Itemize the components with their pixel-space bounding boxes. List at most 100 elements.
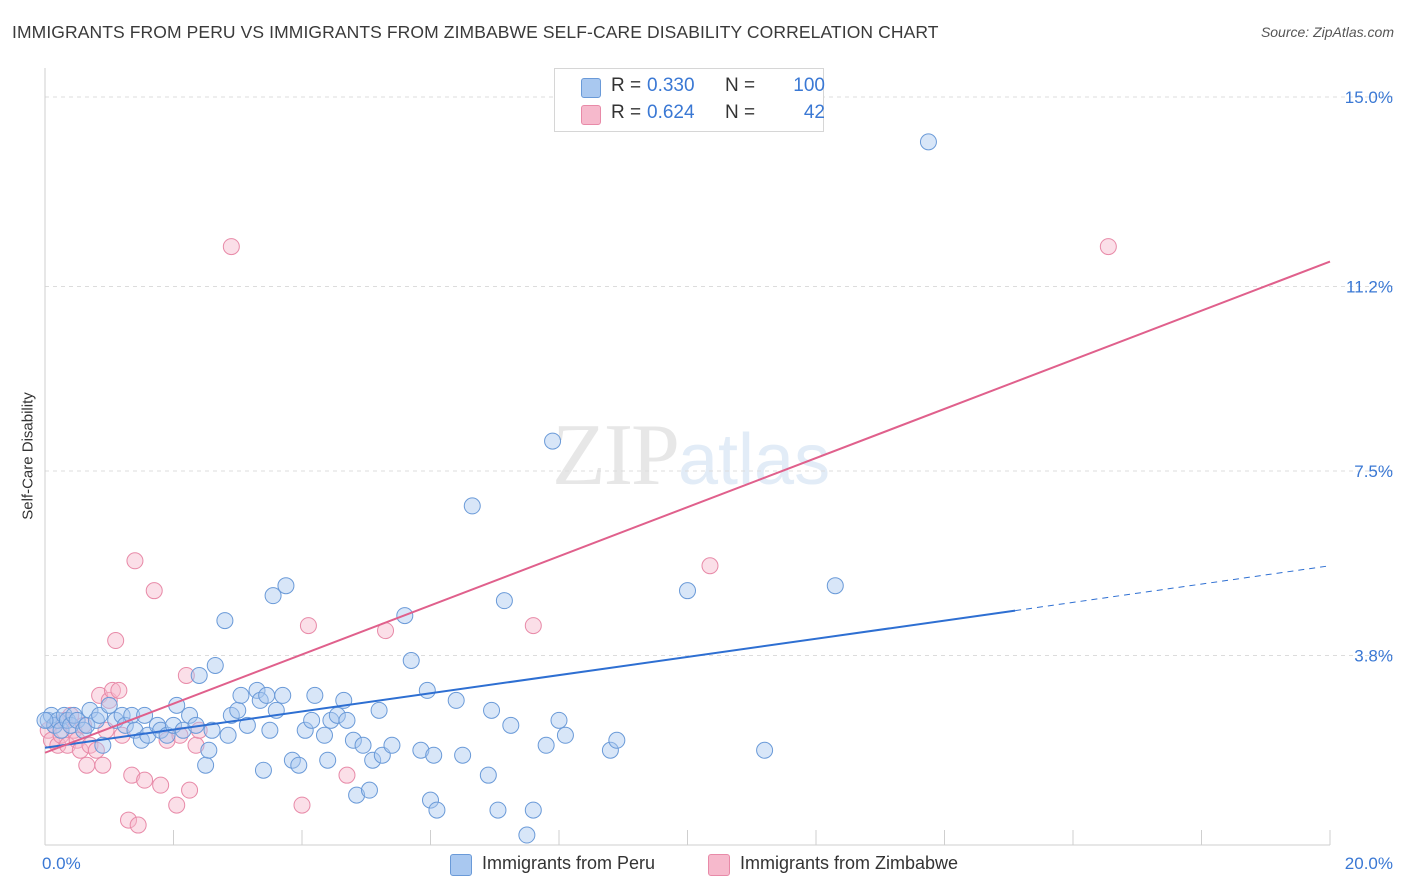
point-zimbabwe [158,731,176,749]
point-peru [518,826,536,844]
y-axis-title: Self-Care Disability [19,392,37,520]
point-peru [197,756,215,774]
point-peru [216,612,234,630]
point-peru [181,706,199,724]
point-zimbabwe [65,721,83,739]
point-peru [203,721,221,739]
point-zimbabwe [145,582,163,600]
watermark: ZIPatlas [552,405,830,506]
legend-swatch-peru [450,854,472,876]
point-zimbabwe [129,816,147,834]
trend-line-peru [44,609,1016,749]
point-peru [94,736,112,754]
point-peru [290,756,308,774]
point-zimbabwe [177,666,195,684]
point-zimbabwe [222,238,240,256]
point-peru [524,801,542,819]
stats-swatch-zimbabwe [581,105,601,125]
point-zimbabwe [110,681,128,699]
stats-r-value-zimbabwe: 0.624 [647,102,695,123]
point-zimbabwe [171,726,189,744]
x-tick-label: 0.0% [42,854,81,873]
point-zimbabwe [338,766,356,784]
point-peru [319,751,337,769]
point-peru [348,786,366,804]
stats-n-value-peru: 100 [793,75,825,96]
trend-line-peru-extension [1015,565,1331,612]
stats-box: R = 0.330 N = 100 R = 0.624 N = 42 [554,68,825,132]
point-peru [200,741,218,759]
point-peru [479,766,497,784]
point-peru [232,686,250,704]
point-peru [277,577,295,595]
trend-line-zimbabwe [44,260,1331,754]
point-peru [338,711,356,729]
stats-n-label-peru: N = [725,75,756,96]
point-peru [206,656,224,674]
point-zimbabwe [94,756,112,774]
point-zimbabwe [136,771,154,789]
point-peru [303,711,321,729]
legend-label-peru: Immigrants from Peru [482,853,656,873]
point-peru [402,651,420,669]
point-zimbabwe [120,811,138,829]
legend-swatch-zimbabwe [708,854,730,876]
point-peru [601,741,619,759]
point-peru [229,701,247,719]
point-peru [550,711,568,729]
point-peru [354,736,372,754]
legend: Immigrants from Peru Immigrants from Zim… [0,852,1406,876]
y-tick-label: 3.8% [1354,647,1393,666]
point-zimbabwe [123,766,141,784]
chart-title: IMMIGRANTS FROM PERU VS IMMIGRANTS FROM … [12,22,939,42]
point-peru [425,746,443,764]
point-peru [556,726,574,744]
point-peru [274,686,292,704]
point-zimbabwe [152,776,170,794]
point-peru [36,711,54,729]
point-zimbabwe [701,557,719,575]
point-peru [454,746,472,764]
point-zimbabwe [181,781,199,799]
y-tick-label: 15.0% [1345,88,1393,107]
stats-r-value-peru: 0.330 [647,75,695,96]
point-peru [370,701,388,719]
point-peru [412,741,430,759]
point-peru [919,133,937,151]
point-peru [608,731,626,749]
point-peru [463,497,481,515]
point-peru [495,592,513,610]
point-peru [219,726,237,744]
point-peru [422,791,439,809]
stats-n-label-zimbabwe: N = [725,102,756,123]
y-tick-label: 7.5% [1354,462,1393,481]
point-peru [306,686,324,704]
source-label: Source: ZipAtlas.com [1260,24,1394,40]
legend-label-zimbabwe: Immigrants from Zimbabwe [740,853,959,873]
stats-r-label-zimbabwe: R = [611,102,642,123]
point-peru [364,751,382,769]
point-peru [537,736,555,754]
stats-n-value-zimbabwe: 42 [803,102,825,123]
point-peru [261,721,279,739]
x-tick-label: 20.0% [1345,854,1393,873]
point-peru [826,577,844,595]
point-peru [418,681,436,699]
stats-swatch-peru [581,78,601,98]
point-zimbabwe [168,796,186,814]
watermark-atlas: atlas [678,420,831,500]
point-peru [756,741,774,759]
point-peru [87,711,105,729]
point-peru [296,721,314,739]
point-peru [190,666,208,684]
point-peru [383,736,401,754]
point-peru [238,716,256,734]
point-peru [254,761,272,779]
watermark-zip: ZIP [552,407,680,504]
point-peru [65,706,83,724]
point-peru [679,582,696,600]
point-zimbabwe [126,552,144,570]
point-peru [344,731,362,749]
point-zimbabwe [1099,238,1117,256]
